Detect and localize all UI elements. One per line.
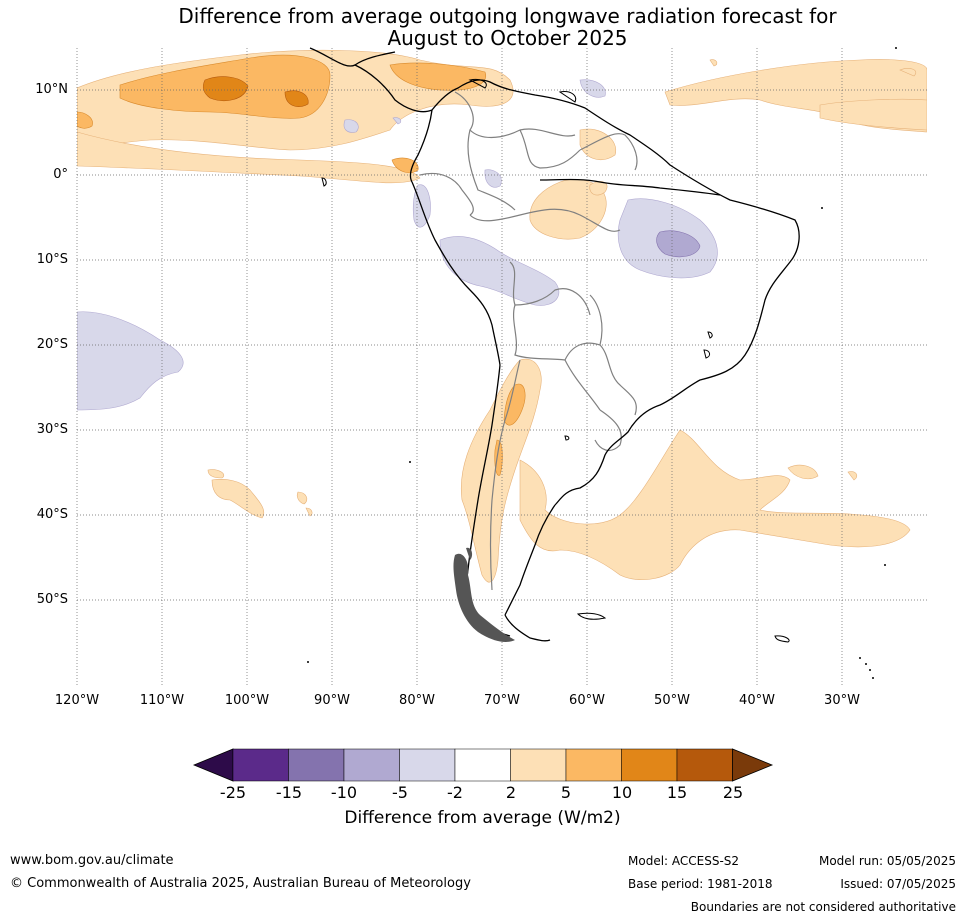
website-link[interactable]: www.bom.gov.au/climate — [10, 853, 174, 868]
base-period: Base period: 1981-2018 — [628, 877, 773, 891]
map-title-line2: August to October 2025 — [387, 26, 628, 50]
lat-label-10n: 10°N — [35, 82, 68, 97]
anomaly-dark-orange — [202, 76, 309, 107]
colorbar-tick: 2 — [505, 783, 517, 802]
colorbar-tick: -2 — [447, 783, 463, 802]
colorbar-segment — [454, 748, 511, 782]
map-gridlines — [76, 48, 927, 686]
colorbar-tick: 10 — [611, 783, 633, 802]
lon-label-70w: 70°W — [484, 693, 520, 708]
issued-date: Issued: 07/05/2025 — [840, 877, 956, 891]
colorbar-segment — [399, 748, 456, 782]
lon-label-30w: 30°W — [824, 693, 860, 708]
colorbar-segment — [288, 748, 345, 782]
colorbar-segment — [676, 748, 733, 782]
lon-label-40w: 40°W — [739, 693, 775, 708]
country-borders — [419, 91, 638, 591]
lat-label-20s: 20°S — [36, 337, 68, 352]
colorbar-arrow-low — [192, 748, 234, 782]
boundaries-disclaimer: Boundaries are not considered authoritat… — [690, 900, 956, 914]
colorbar-label: Difference from average (W/m2) — [344, 808, 621, 828]
colorbar-segment — [510, 748, 567, 782]
colorbar-segment — [343, 748, 400, 782]
lat-label-40s: 40°S — [36, 507, 68, 522]
patagonia-fjords — [453, 547, 515, 643]
lon-label-110w: 110°W — [139, 693, 185, 708]
colorbar-tick: 25 — [722, 783, 744, 802]
lon-label-60w: 60°W — [569, 693, 605, 708]
lon-label-120w: 120°W — [54, 693, 100, 708]
map-frame-dots — [307, 47, 897, 679]
copyright-text: © Commonwealth of Australia 2025, Austra… — [10, 876, 471, 891]
model-name: Model: ACCESS-S2 — [628, 854, 740, 868]
map-title-line1: Difference from average outgoing longwav… — [178, 4, 837, 28]
colorbar-arrow-high — [732, 748, 774, 782]
colorbar-tick: -10 — [330, 783, 358, 802]
colorbar-segment — [621, 748, 678, 782]
model-run-date: Model run: 05/05/2025 — [818, 854, 956, 868]
colorbar-tick: 15 — [666, 783, 688, 802]
colorbar-tick: -25 — [219, 783, 247, 802]
colorbar-tick: -5 — [392, 783, 408, 802]
small-islands — [321, 79, 790, 643]
colorbar-tick: -15 — [275, 783, 303, 802]
lon-label-80w: 80°W — [399, 693, 435, 708]
colorbar-tick: 5 — [560, 783, 572, 802]
anomaly-medium-purple — [656, 230, 701, 258]
lat-label-10s: 10°S — [36, 252, 68, 267]
colorbar-segment — [232, 748, 289, 782]
lat-label-30s: 30°S — [36, 422, 68, 437]
anomaly-medium-orange — [77, 54, 526, 476]
colorbar-segment — [565, 748, 622, 782]
lon-label-100w: 100°W — [224, 693, 270, 708]
lon-label-90w: 90°W — [314, 693, 350, 708]
lat-label-0: 0° — [53, 167, 68, 182]
lon-label-50w: 50°W — [654, 693, 690, 708]
lat-label-50s: 50°S — [36, 592, 68, 607]
